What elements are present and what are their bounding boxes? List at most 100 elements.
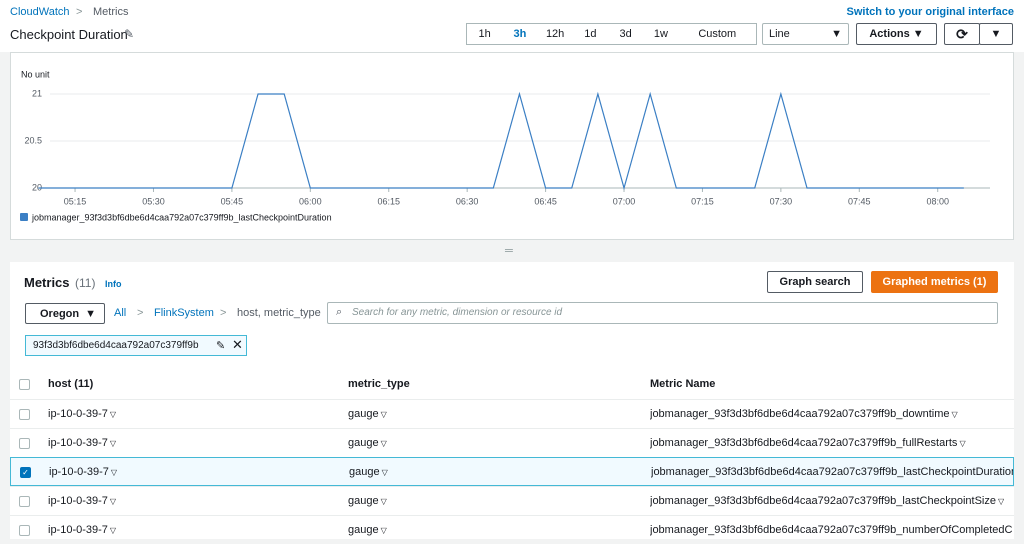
time-range-button[interactable]: 3d [619,28,632,40]
x-tick-label: 05:45 [221,196,244,206]
dimension-menu[interactable]: ▽ [380,526,387,535]
cell-text: gauge [349,466,380,478]
row-checkbox[interactable] [19,525,30,536]
path-link[interactable]: All [114,307,127,319]
cell: jobmanager_93f3d3bf6dbe6d4caa792a07c379f… [650,495,1004,507]
actions-text: Actions [869,28,910,40]
view-select-text: Line [769,28,790,40]
dimension-menu[interactable]: ▽ [109,526,117,535]
cell-text: gauge [348,408,379,420]
y-tick-label: 21 [32,88,42,98]
unit-label: No unit [21,69,50,79]
table-row: ip-10-0-39-7 ▽ gauge ▽ jobmanager_93f3d3bf6d… [10,399,1014,428]
cell-text: gauge [348,524,379,536]
path-link[interactable]: FlinkSystem [154,307,214,319]
row-checkbox[interactable]: ✓ [20,467,31,478]
dimension-menu[interactable]: ▽ [381,468,388,477]
remove-token[interactable]: ✕ [232,337,243,352]
cell-text: gauge [348,495,379,507]
legend-swatch [20,213,28,221]
dimension-menu[interactable]: ▽ [109,497,117,506]
time-range-button[interactable]: Custom [698,28,737,40]
dimension-menu[interactable]: ▽ [380,497,387,506]
dimension-menu[interactable]: ▽ [997,497,1005,506]
graphed-metrics-button[interactable]: Graphed metrics (1) [871,271,998,293]
cell: gauge ▽ [349,466,388,478]
table-row: ip-10-0-39-7 ▽ gauge ▽ jobmanager_93f3d3bf6d… [10,486,1014,515]
cell: gauge ▽ [348,437,387,449]
caret: ▼ [85,307,96,320]
dimension-menu[interactable]: ▽ [109,439,117,448]
cell: gauge ▽ [348,408,387,420]
breadcrumb-sep: > [76,6,83,18]
refresh-menu[interactable]: ▼ [979,23,1013,45]
cell: gauge ▽ [348,524,387,536]
dimension-menu[interactable]: ▽ [109,410,117,419]
y-tick-label: 20 [32,182,42,192]
x-tick-label: 07:45 [848,196,871,206]
switch-link[interactable]: Switch to your original interface [846,6,1014,18]
row-checkbox[interactable] [19,438,30,449]
row-checkbox[interactable] [19,409,30,420]
x-tick-label: 07:30 [770,196,793,206]
chart: No unit 20 20.5 21 05:15 05:30 05:45 06:00 06:1… [20,69,990,222]
cell-text: ip-10-0-39-7 [48,437,108,449]
cell: ip-10-0-39-7 ▽ [48,524,116,536]
dimension-menu[interactable]: ▽ [380,439,387,448]
x-tick-label: 06:00 [299,196,322,206]
graph-search-text: Graph search [779,276,851,288]
cell-text: ip-10-0-39-7 [48,408,108,420]
dimension-menu[interactable]: ▽ [380,410,387,419]
graphed-metrics-text: Graphed metrics (1) [882,276,987,288]
refresh-button[interactable]: ⟳ [944,23,980,45]
resize-handle[interactable]: ═ [505,245,513,257]
region-text: Oregon [40,307,80,320]
table-row: ip-10-0-39-7 ▽ gauge ▽ jobmanager_93f3d3bf6d… [10,428,1014,457]
x-tick-label: 06:15 [377,196,400,206]
time-range-button[interactable]: 1d [584,28,597,40]
select-all[interactable] [19,379,30,390]
metrics-title: Metrics [24,275,70,290]
row-checkbox[interactable] [19,496,30,507]
search-box[interactable]: ⌕ Search for any metric, dimension or re… [327,302,998,324]
cell: jobmanager_93f3d3bf6dbe6d4caa792a07c379f… [650,408,958,420]
x-tick-label: 06:30 [456,196,479,206]
page-title: Checkpoint Duration [10,27,128,42]
time-range-button[interactable]: 3h [513,28,527,40]
x-tick-label: 08:00 [926,196,949,206]
y-tick-label: 20.5 [24,135,42,145]
search-placeholder: Search for any metric, dimension or reso… [352,307,563,318]
region-select[interactable]: Oregon ▼ [25,303,105,324]
table-row: ip-10-0-39-7 ▽ gauge ▽ jobmanager_93f3d3bf6d… [10,515,1014,544]
cell: ip-10-0-39-7 ▽ [49,466,117,478]
dimension-menu[interactable]: ▽ [110,468,118,477]
view-select[interactable]: Line ▼ [762,23,849,45]
column-header: metric_type [348,378,410,390]
x-tick-label: 05:30 [142,196,165,206]
dimension-menu[interactable]: ▽ [951,410,958,419]
line [38,91,964,191]
time-range-button[interactable]: 1h [478,28,491,40]
cell: ip-10-0-39-7 ▽ [48,437,116,449]
edit-token[interactable]: ✎ [216,340,226,352]
breadcrumb-link[interactable]: CloudWatch [10,6,70,18]
info-link[interactable]: Info [105,279,122,289]
path-sep: > [220,307,227,319]
edit-icon[interactable]: ✎ [124,27,135,41]
cell: gauge ▽ [348,495,387,507]
search-icon: ⌕ [336,306,343,318]
cell-text: jobmanager_93f3d3bf6dbe6d4caa792a07c379f… [651,466,1013,478]
filter-token: 93f3d3bf6dbe6d4caa792a07c379ff9b ✎ ✕ [25,335,247,356]
time-range-button[interactable]: 1w [653,28,668,40]
chart-panel [10,52,1014,240]
path-sep: > [137,307,144,319]
metrics-panel [10,262,1014,539]
cell-text: ip-10-0-39-7 [48,524,108,536]
dimension-menu[interactable]: ▽ [959,439,966,448]
time-range-button[interactable]: 12h [545,28,565,40]
cell: ip-10-0-39-7 ▽ [48,408,116,420]
graph-search-button[interactable]: Graph search [767,271,863,293]
actions-button[interactable]: Actions ▼ [856,23,937,45]
column-header: Metric Name [650,378,716,390]
cell-text: jobmanager_93f3d3bf6dbe6d4caa792a07c379f… [650,408,950,420]
